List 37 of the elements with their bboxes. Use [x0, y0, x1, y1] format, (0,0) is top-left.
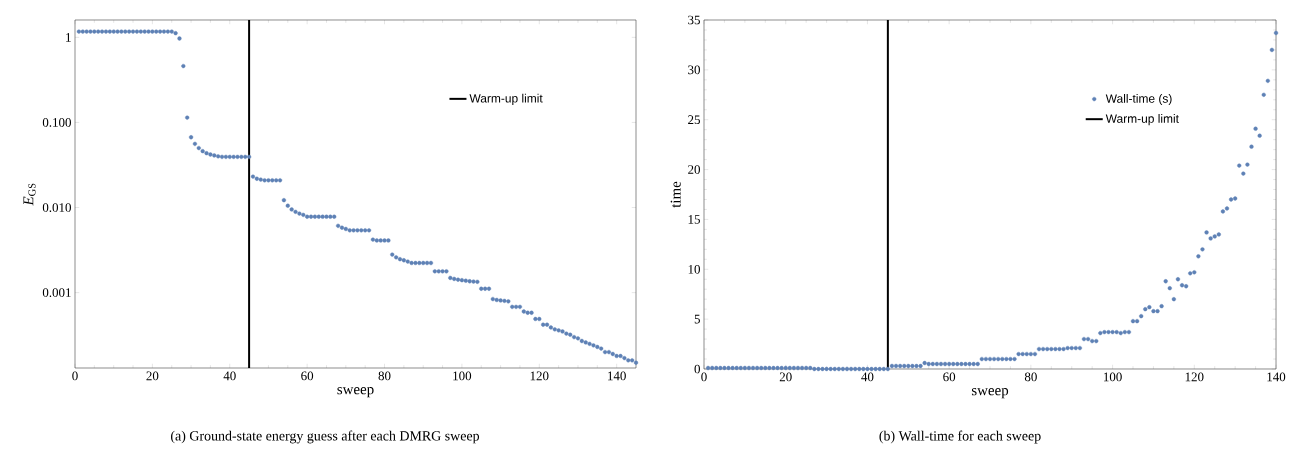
y-tick-label: 35	[688, 15, 700, 25]
x-tick-label: 60	[301, 371, 314, 381]
x-tick-label: 140	[1267, 372, 1286, 382]
x-tick-label: 60	[943, 372, 956, 382]
x-tick-label: 40	[861, 372, 874, 382]
text: (a) Ground-state energy guess after each DMRG sweep	[171, 430, 480, 444]
y-tick-label: 0.010	[42, 203, 71, 212]
y-axis-title: time	[670, 181, 681, 208]
y-tick-label: 25	[688, 115, 700, 125]
legend-label: Wall-time (s)	[1105, 93, 1172, 106]
x-axis-title: sweep	[337, 387, 374, 398]
y-tick-label: 15	[688, 215, 700, 224]
x-tick-label: 0	[701, 372, 707, 382]
y-tick-label: 0.100	[42, 118, 71, 127]
x-tick-label: 20	[146, 371, 159, 381]
y-tick-label: 0.001	[42, 288, 71, 298]
y-tick-label: 1	[66, 33, 71, 42]
x-tick-label: 40	[223, 371, 236, 381]
y-tick-label: 20	[688, 165, 700, 174]
y-tick-label: 5	[694, 314, 700, 324]
y-axis-title: E$_{GS}$	[23, 183, 36, 206]
x-tick-label: 0	[72, 371, 78, 381]
x-tick-label: 100	[1104, 372, 1122, 382]
x-tick-label: 100	[453, 371, 472, 381]
x-tick-label: 80	[378, 371, 391, 381]
x-tick-label: 140	[608, 371, 626, 381]
x-tick-label: 120	[530, 371, 549, 381]
x-tick-label: 80	[1024, 372, 1037, 382]
text: (b) Wall-time for each sweep	[879, 430, 1041, 444]
y-tick-label: 10	[688, 264, 700, 274]
ref-line-label: Warm-up limit	[469, 93, 543, 105]
x-tick-label: 20	[779, 372, 792, 382]
x-axis-title: sweep	[971, 388, 1009, 399]
ref-line-label: Warm-up limit	[1105, 114, 1179, 126]
y-tick-label: 30	[688, 65, 700, 75]
x-tick-label: 120	[1185, 372, 1204, 382]
y-tick-label: 0	[694, 364, 700, 374]
